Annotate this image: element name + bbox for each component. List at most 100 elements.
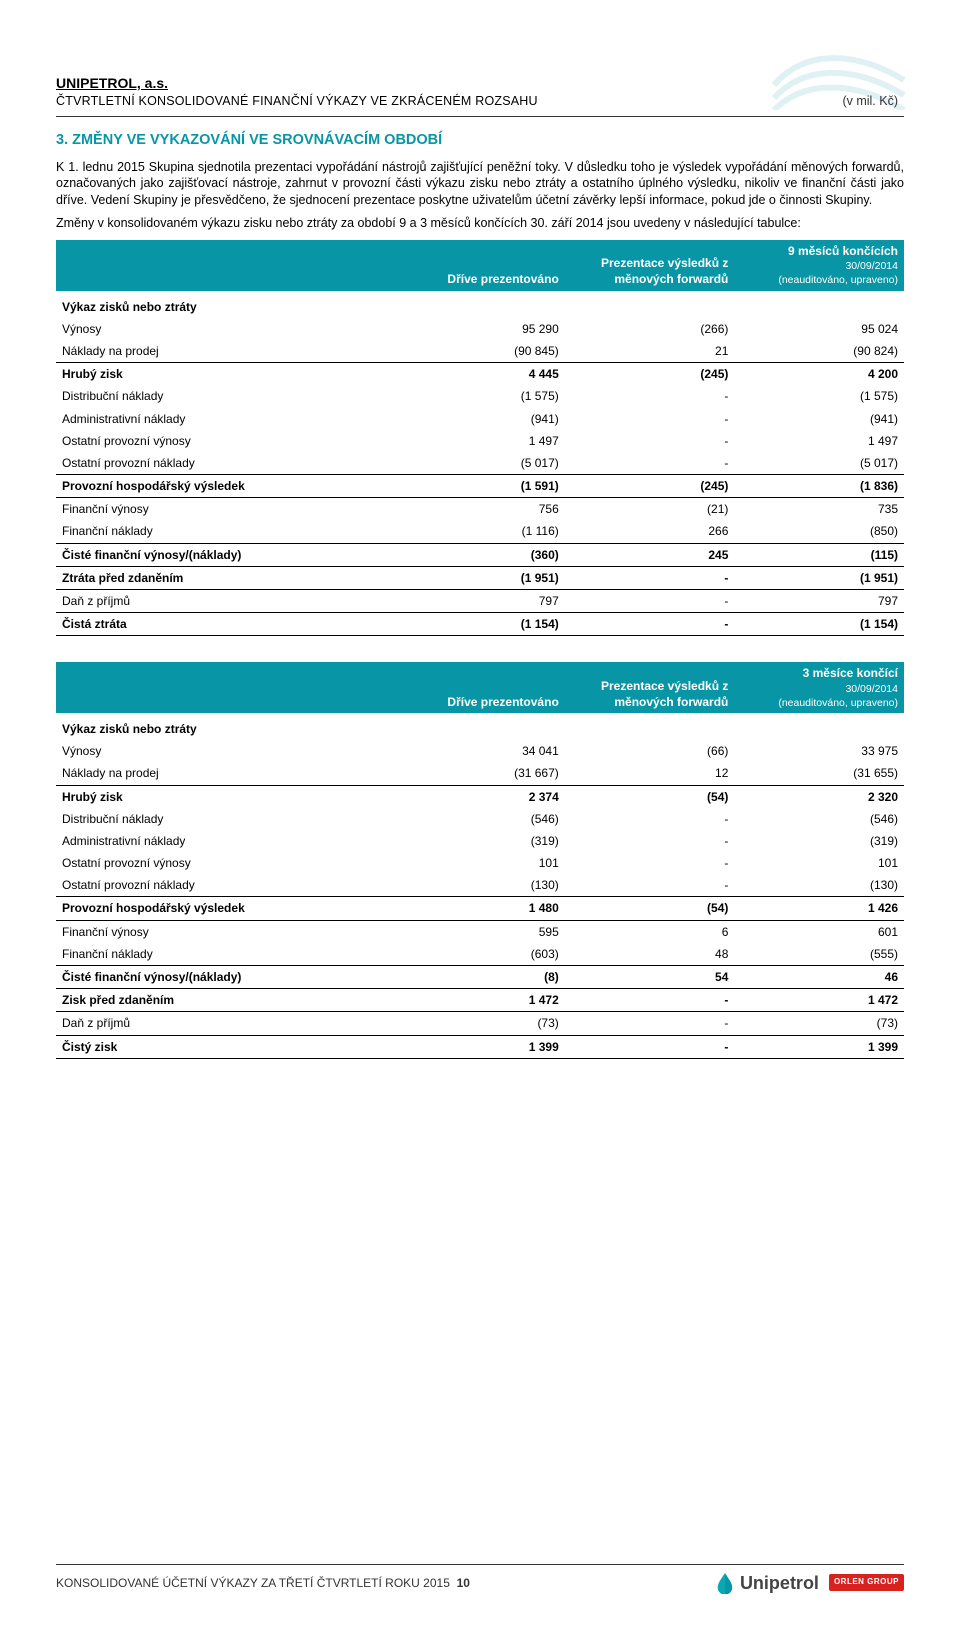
paragraph-2: Změny v konsolidovaném výkazu zisku nebo… — [56, 215, 904, 232]
cell-adj: 1 472 — [734, 989, 904, 1012]
table-row: Distribuční náklady(546)-(546) — [56, 808, 904, 830]
cell-adj: 735 — [734, 498, 904, 521]
report-subtitle: ČTVRTLETNÍ KONSOLIDOVANÉ FINANČNÍ VÝKAZY… — [56, 93, 538, 110]
cell-adj: 101 — [734, 852, 904, 874]
table-row: Provozní hospodářský výsledek(1 591)(245… — [56, 475, 904, 498]
header-right: (v mil. Kč) — [724, 46, 904, 110]
row-label: Náklady na prodej — [56, 340, 395, 363]
row-label: Ztráta před zdaněním — [56, 566, 395, 589]
cell-fwd: - — [565, 1035, 735, 1058]
cell-fwd: - — [565, 566, 735, 589]
cell-adj: 1 426 — [734, 897, 904, 920]
cell-fwd: (54) — [565, 897, 735, 920]
cell-prev: 1 472 — [395, 989, 565, 1012]
cell-adj: 46 — [734, 966, 904, 989]
cell-prev: (130) — [395, 874, 565, 897]
table-row: Finanční výnosy5956601 — [56, 920, 904, 943]
cell-adj: 601 — [734, 920, 904, 943]
row-label: Administrativní náklady — [56, 830, 395, 852]
cell-prev: (1 154) — [395, 613, 565, 636]
row-label: Výnosy — [56, 318, 395, 340]
cell-prev: 797 — [395, 590, 565, 613]
cell-fwd: (54) — [565, 785, 735, 808]
table-row: Hrubý zisk2 374(54)2 320 — [56, 785, 904, 808]
table-row: Finanční náklady(1 116)266(850) — [56, 520, 904, 543]
cell-prev: (1 116) — [395, 520, 565, 543]
col-period-9m: 9 měsíců končících 30/09/2014 (neauditov… — [734, 240, 904, 291]
cell-prev: (5 017) — [395, 452, 565, 475]
cell-adj: (546) — [734, 808, 904, 830]
cell-prev: (941) — [395, 408, 565, 430]
cell-adj: (1 836) — [734, 475, 904, 498]
row-label: Hrubý zisk — [56, 363, 395, 386]
subheading: Výkaz zisků nebo ztráty — [56, 291, 904, 318]
row-label: Administrativní náklady — [56, 408, 395, 430]
cell-prev: 1 497 — [395, 430, 565, 452]
unipetrol-logo: Unipetrol — [716, 1571, 819, 1595]
row-label: Provozní hospodářský výsledek — [56, 475, 395, 498]
footer-text: KONSOLIDOVANÉ ÚČETNÍ VÝKAZY ZA TŘETÍ ČTV… — [56, 1575, 470, 1591]
cell-fwd: - — [565, 452, 735, 475]
cell-adj: (1 575) — [734, 385, 904, 407]
cell-adj: 2 320 — [734, 785, 904, 808]
cell-prev: 95 290 — [395, 318, 565, 340]
row-label: Finanční výnosy — [56, 498, 395, 521]
cell-adj: (850) — [734, 520, 904, 543]
cell-adj: 1 399 — [734, 1035, 904, 1058]
table-row: Zisk před zdaněním1 472-1 472 — [56, 989, 904, 1012]
cell-adj: 797 — [734, 590, 904, 613]
page-footer: KONSOLIDOVANÉ ÚČETNÍ VÝKAZY ZA TŘETÍ ČTV… — [56, 1564, 904, 1595]
cell-fwd: - — [565, 852, 735, 874]
col-period-3m: 3 měsíce končící 30/09/2014 (neauditován… — [734, 662, 904, 713]
cell-fwd: (266) — [565, 318, 735, 340]
cell-fwd: - — [565, 1012, 735, 1035]
cell-adj: (115) — [734, 543, 904, 566]
cell-fwd: (245) — [565, 363, 735, 386]
cell-prev: 34 041 — [395, 740, 565, 762]
cell-prev: (546) — [395, 808, 565, 830]
col-blank — [56, 240, 395, 291]
orlen-badge: ORLEN GROUP — [829, 1574, 904, 1591]
cell-adj: (5 017) — [734, 452, 904, 475]
table-9months: Dříve prezentováno Prezentace výsledků z… — [56, 240, 904, 636]
page-header: UNIPETROL, a.s. ČTVRTLETNÍ KONSOLIDOVANÉ… — [56, 46, 904, 117]
table-row: Ostatní provozní výnosy101-101 — [56, 852, 904, 874]
cell-fwd: 6 — [565, 920, 735, 943]
cell-adj: (1 154) — [734, 613, 904, 636]
cell-prev: 1 480 — [395, 897, 565, 920]
cell-fwd: - — [565, 989, 735, 1012]
cell-prev: (360) — [395, 543, 565, 566]
col-prev: Dříve prezentováno — [395, 662, 565, 713]
col-prev: Dříve prezentováno — [395, 240, 565, 291]
row-label: Náklady na prodej — [56, 762, 395, 785]
cell-fwd: - — [565, 408, 735, 430]
cell-prev: 101 — [395, 852, 565, 874]
cell-fwd: 266 — [565, 520, 735, 543]
cell-adj: 1 497 — [734, 430, 904, 452]
cell-adj: (90 824) — [734, 340, 904, 363]
table-row: Hrubý zisk4 445(245)4 200 — [56, 363, 904, 386]
table-row: Administrativní náklady(319)-(319) — [56, 830, 904, 852]
row-label: Ostatní provozní náklady — [56, 452, 395, 475]
cell-fwd: 54 — [565, 966, 735, 989]
cell-adj: 4 200 — [734, 363, 904, 386]
table-row: Ostatní provozní výnosy1 497-1 497 — [56, 430, 904, 452]
cell-fwd: - — [565, 385, 735, 407]
row-label: Provozní hospodářský výsledek — [56, 897, 395, 920]
cell-fwd: - — [565, 808, 735, 830]
table-row: Ztráta před zdaněním(1 951)-(1 951) — [56, 566, 904, 589]
cell-fwd: 12 — [565, 762, 735, 785]
row-label: Čisté finanční výnosy/(náklady) — [56, 543, 395, 566]
row-label: Čistá ztráta — [56, 613, 395, 636]
table-row: Daň z příjmů(73)-(73) — [56, 1012, 904, 1035]
drop-icon — [716, 1572, 734, 1594]
subheading: Výkaz zisků nebo ztráty — [56, 713, 904, 740]
cell-adj: 33 975 — [734, 740, 904, 762]
row-label: Daň z příjmů — [56, 1012, 395, 1035]
table-row: Finanční náklady(603)48(555) — [56, 943, 904, 966]
table-row: Čisté finanční výnosy/(náklady)(8)5446 — [56, 966, 904, 989]
footer-logo: Unipetrol ORLEN GROUP — [716, 1571, 904, 1595]
row-label: Čistý zisk — [56, 1035, 395, 1058]
unit-label: (v mil. Kč) — [842, 93, 904, 110]
cell-prev: (603) — [395, 943, 565, 966]
